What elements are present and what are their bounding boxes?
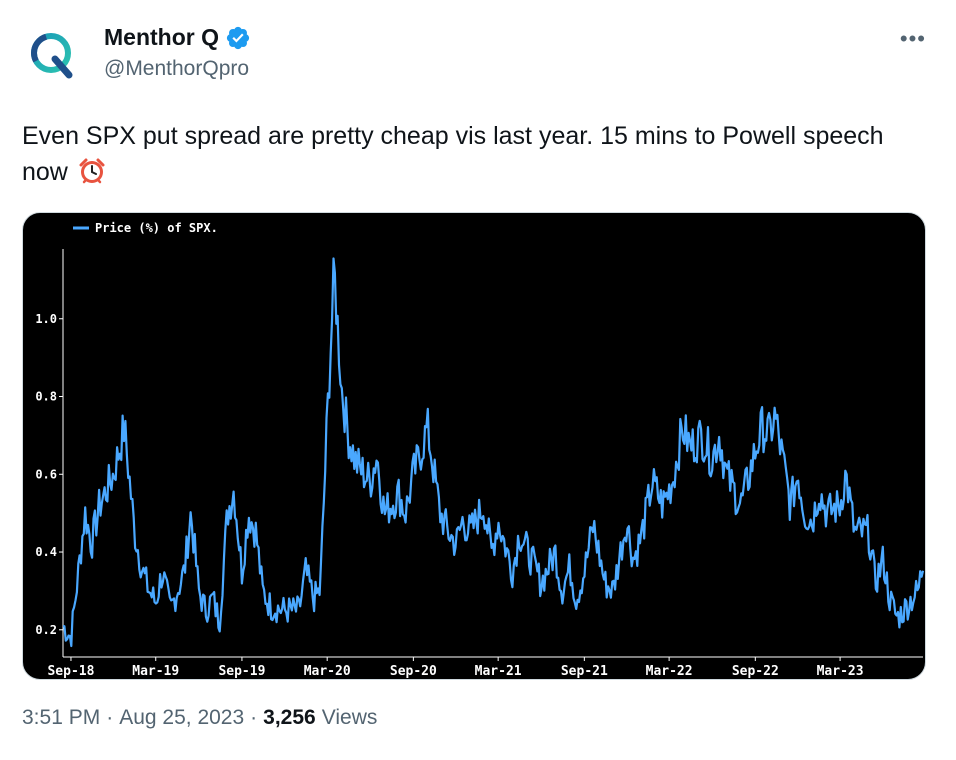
tweet-body: Even SPX put spread are pretty cheap vis… bbox=[22, 122, 884, 186]
spx-put-spread-chart: 0.2 0.4 0.6 0.8 1.0 Sep-18 Mar-19 Sep-19 Mar-20 S… bbox=[35, 221, 925, 679]
series-line-price-spx bbox=[63, 257, 925, 648]
tweet-text: Even SPX put spread are pretty cheap vis… bbox=[22, 118, 922, 196]
x-tick-label: Sep-18 bbox=[47, 664, 94, 679]
views-count: 3,256 bbox=[263, 706, 316, 729]
legend-label: Price (%) of SPX. bbox=[95, 221, 218, 235]
x-tick-label: Mar-22 bbox=[646, 664, 693, 679]
chart-legend: Price (%) of SPX. bbox=[73, 221, 218, 235]
chart-axes: 0.2 0.4 0.6 0.8 1.0 Sep-18 Mar-19 Sep-19 Mar-20 S… bbox=[35, 249, 923, 679]
tweet-time[interactable]: 3:51 PM bbox=[22, 706, 101, 729]
tweet-media-chart[interactable]: 0.2 0.4 0.6 0.8 1.0 Sep-18 Mar-19 Sep-19 Mar-20 S… bbox=[22, 212, 926, 680]
author-display-name[interactable]: Menthor Q bbox=[104, 24, 219, 50]
y-tick-label: 0.6 bbox=[35, 467, 57, 481]
y-tick-label: 0.2 bbox=[35, 623, 57, 637]
x-tick-label: Sep-22 bbox=[732, 664, 779, 679]
x-tick-label: Sep-21 bbox=[561, 664, 608, 679]
author-name-row: Menthor Q bbox=[104, 24, 251, 51]
x-tick-label: Sep-19 bbox=[218, 664, 265, 679]
x-tick-label: Mar-21 bbox=[475, 664, 522, 679]
meta-separator: · bbox=[106, 706, 114, 729]
tweet-date[interactable]: Aug 25, 2023 bbox=[119, 706, 245, 729]
alarm-clock-icon bbox=[77, 156, 107, 196]
y-tick-label: 1.0 bbox=[35, 312, 57, 326]
x-tick-label: Mar-20 bbox=[304, 664, 351, 679]
views-label: Views bbox=[321, 706, 378, 729]
avatar[interactable] bbox=[22, 24, 84, 86]
more-options-icon[interactable]: ••• bbox=[899, 26, 926, 51]
meta-separator: · bbox=[250, 706, 258, 729]
author-handle[interactable]: @MenthorQpro bbox=[104, 57, 250, 80]
x-tick-label: Sep-20 bbox=[390, 664, 437, 679]
chart-series bbox=[63, 257, 925, 648]
y-tick-label: 0.4 bbox=[35, 545, 57, 559]
tweet-meta: 3:51 PM · Aug 25, 2023 · 3,256 Views bbox=[22, 706, 377, 730]
x-tick-label: Mar-19 bbox=[132, 664, 179, 679]
verified-badge-icon bbox=[225, 25, 251, 51]
y-tick-label: 0.8 bbox=[35, 390, 57, 404]
menthor-q-logo-icon bbox=[31, 33, 73, 79]
x-tick-label: Mar-23 bbox=[817, 664, 864, 679]
